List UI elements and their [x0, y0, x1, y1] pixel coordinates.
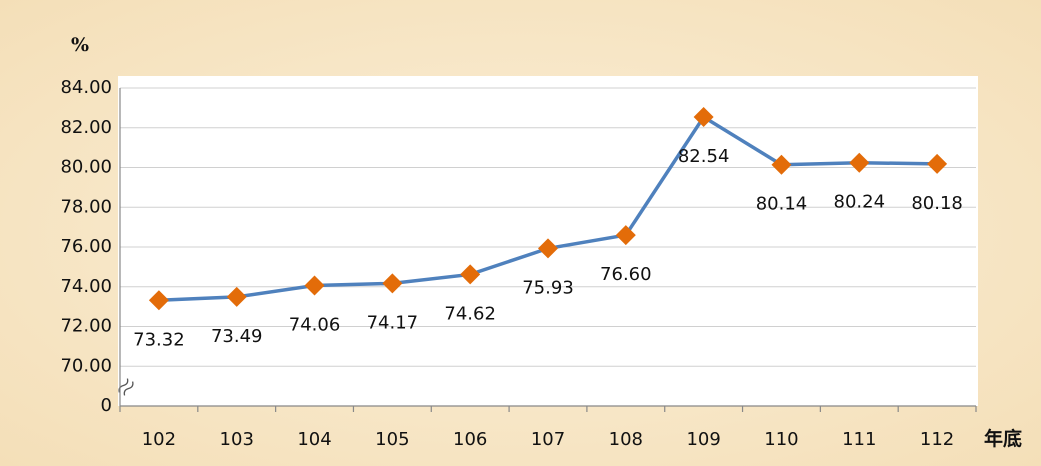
x-tick-label: 112 [920, 429, 954, 450]
marker [538, 238, 558, 259]
data-label: 80.14 [756, 194, 808, 215]
data-label: 80.18 [911, 193, 963, 214]
data-label: 82.54 [678, 146, 730, 167]
marker [849, 152, 870, 173]
marker [226, 286, 247, 307]
x-tick-label: 107 [531, 429, 565, 450]
axis-break [118, 378, 134, 396]
x-tick-label: 108 [609, 429, 643, 450]
marker [304, 275, 325, 296]
y-tick-label: 72.00 [60, 316, 112, 337]
data-label: 76.60 [600, 264, 652, 285]
y-tick-label: 78.00 [60, 196, 112, 217]
x-tick-label: 102 [142, 429, 176, 450]
x-tick-label: 110 [764, 429, 798, 450]
y-tick-label: 74.00 [60, 276, 112, 297]
data-label: 74.06 [289, 315, 341, 336]
x-tick-label: 111 [842, 429, 876, 450]
data-label: 73.49 [211, 326, 263, 347]
data-label: 73.32 [133, 329, 185, 350]
data-label: 75.93 [522, 277, 574, 298]
x-axis-label: 年底 [984, 427, 1022, 450]
marker [615, 225, 636, 246]
y-tick-label: 0 [101, 395, 112, 416]
marker [771, 154, 792, 175]
data-label: 74.17 [367, 312, 419, 333]
data-label: 80.24 [834, 192, 886, 213]
x-tick-label: 109 [686, 429, 720, 450]
y-tick-label: 70.00 [60, 355, 112, 376]
x-tick-label: 104 [297, 429, 331, 450]
x-tick-label: 105 [375, 429, 409, 450]
marker [382, 273, 403, 294]
y-axis-label: % [71, 34, 89, 56]
x-tick-label: 106 [453, 429, 487, 450]
data-label: 74.62 [444, 303, 496, 324]
marker [460, 264, 481, 285]
y-tick-label: 84.00 [60, 77, 112, 98]
y-tick-label: 76.00 [60, 236, 112, 257]
marker [927, 153, 948, 174]
marker [693, 107, 714, 128]
marker [148, 290, 169, 311]
x-tick-label: 103 [220, 429, 254, 450]
y-tick-label: 82.00 [60, 117, 112, 138]
y-tick-label: 80.00 [60, 157, 112, 178]
